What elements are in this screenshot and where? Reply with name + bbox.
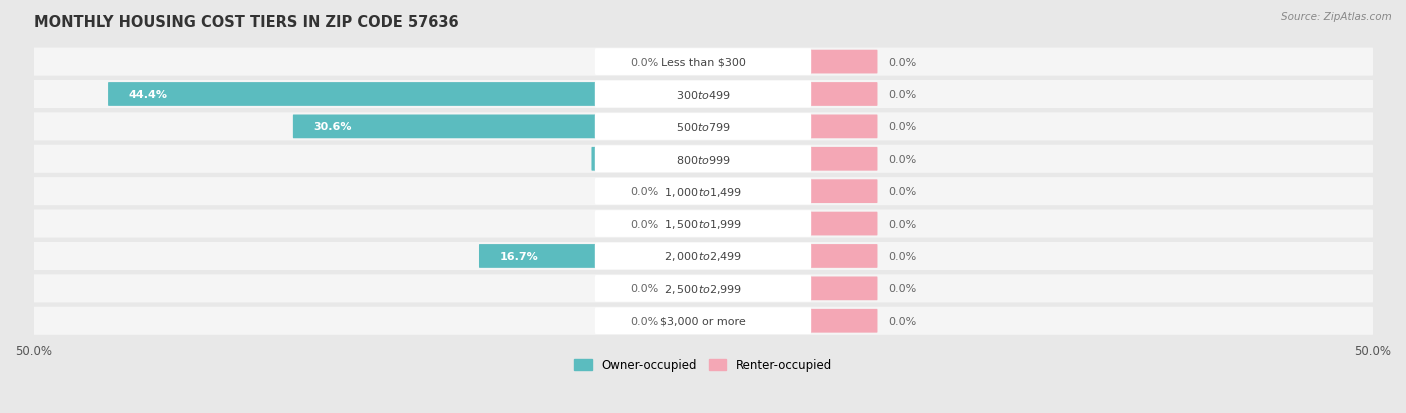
- Text: 0.0%: 0.0%: [887, 252, 917, 261]
- FancyBboxPatch shape: [595, 275, 811, 302]
- Text: 0.0%: 0.0%: [887, 284, 917, 294]
- Text: $3,000 or more: $3,000 or more: [661, 316, 745, 326]
- Text: $800 to $999: $800 to $999: [675, 153, 731, 165]
- FancyBboxPatch shape: [810, 180, 877, 204]
- Text: 0.0%: 0.0%: [887, 219, 917, 229]
- Text: $2,000 to $2,499: $2,000 to $2,499: [664, 250, 742, 263]
- FancyBboxPatch shape: [592, 147, 596, 171]
- FancyBboxPatch shape: [595, 308, 811, 334]
- FancyBboxPatch shape: [595, 146, 811, 173]
- Text: 0.0%: 0.0%: [887, 154, 917, 164]
- FancyBboxPatch shape: [810, 277, 877, 301]
- FancyBboxPatch shape: [32, 242, 1374, 271]
- FancyBboxPatch shape: [32, 307, 1374, 335]
- FancyBboxPatch shape: [32, 178, 1374, 206]
- Text: 0.0%: 0.0%: [887, 316, 917, 326]
- Text: $1,000 to $1,499: $1,000 to $1,499: [664, 185, 742, 198]
- FancyBboxPatch shape: [108, 83, 596, 107]
- Text: MONTHLY HOUSING COST TIERS IN ZIP CODE 57636: MONTHLY HOUSING COST TIERS IN ZIP CODE 5…: [34, 15, 458, 30]
- Text: 30.6%: 30.6%: [314, 122, 352, 132]
- Legend: Owner-occupied, Renter-occupied: Owner-occupied, Renter-occupied: [571, 355, 835, 375]
- FancyBboxPatch shape: [810, 83, 877, 107]
- FancyBboxPatch shape: [595, 81, 811, 108]
- FancyBboxPatch shape: [292, 115, 596, 139]
- FancyBboxPatch shape: [32, 48, 1374, 76]
- FancyBboxPatch shape: [595, 211, 811, 237]
- FancyBboxPatch shape: [810, 212, 877, 236]
- Text: 0.0%: 0.0%: [630, 57, 659, 67]
- FancyBboxPatch shape: [810, 244, 877, 268]
- Text: 0.0%: 0.0%: [887, 187, 917, 197]
- FancyBboxPatch shape: [32, 275, 1374, 303]
- FancyBboxPatch shape: [595, 114, 811, 140]
- Text: 16.7%: 16.7%: [499, 252, 538, 261]
- Text: 0.0%: 0.0%: [887, 90, 917, 100]
- Text: 0.0%: 0.0%: [630, 284, 659, 294]
- Text: 0.0%: 0.0%: [630, 187, 659, 197]
- Text: $2,500 to $2,999: $2,500 to $2,999: [664, 282, 742, 295]
- FancyBboxPatch shape: [810, 50, 877, 74]
- FancyBboxPatch shape: [595, 178, 811, 205]
- FancyBboxPatch shape: [810, 147, 877, 171]
- Text: $1,500 to $1,999: $1,500 to $1,999: [664, 218, 742, 230]
- Text: Source: ZipAtlas.com: Source: ZipAtlas.com: [1281, 12, 1392, 22]
- Text: 0.0%: 0.0%: [887, 57, 917, 67]
- Text: 8.3%: 8.3%: [612, 154, 643, 164]
- FancyBboxPatch shape: [595, 243, 811, 270]
- Text: $500 to $799: $500 to $799: [675, 121, 731, 133]
- Text: 0.0%: 0.0%: [630, 219, 659, 229]
- FancyBboxPatch shape: [32, 113, 1374, 141]
- Text: 0.0%: 0.0%: [887, 122, 917, 132]
- Text: $300 to $499: $300 to $499: [675, 89, 731, 101]
- FancyBboxPatch shape: [32, 210, 1374, 238]
- Text: Less than $300: Less than $300: [661, 57, 745, 67]
- FancyBboxPatch shape: [595, 49, 811, 76]
- Text: 44.4%: 44.4%: [128, 90, 167, 100]
- FancyBboxPatch shape: [810, 309, 877, 333]
- FancyBboxPatch shape: [32, 145, 1374, 173]
- Text: 0.0%: 0.0%: [630, 316, 659, 326]
- FancyBboxPatch shape: [32, 81, 1374, 109]
- FancyBboxPatch shape: [479, 244, 596, 268]
- FancyBboxPatch shape: [810, 115, 877, 139]
